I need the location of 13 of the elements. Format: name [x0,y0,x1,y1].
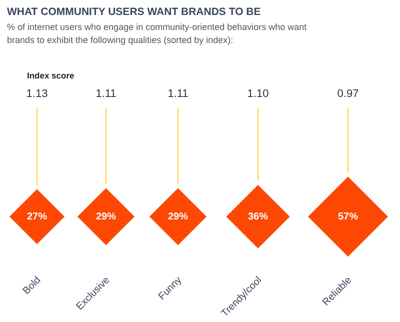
text: Index score [27,70,75,80]
data-label: 36% [248,211,268,222]
data-label: 57% [338,211,358,222]
data-label: 27% [26,211,48,222]
data-label: 0.97 [337,88,359,100]
data-label: 29% [168,211,188,222]
text: WHAT COMMUNITY USERS WANT BRANDS TO BE [7,6,261,18]
data-label: 1.10 [247,88,269,100]
data-label: 1.13 [26,88,48,100]
text: % of internet users who engage in community-oriented behaviors who want brands to exhibit the following qualities (sorted by index): [7,21,307,47]
data-label: 1.11 [168,88,188,100]
data-label: 29% [96,211,116,222]
data-label: 1.11 [96,88,116,100]
